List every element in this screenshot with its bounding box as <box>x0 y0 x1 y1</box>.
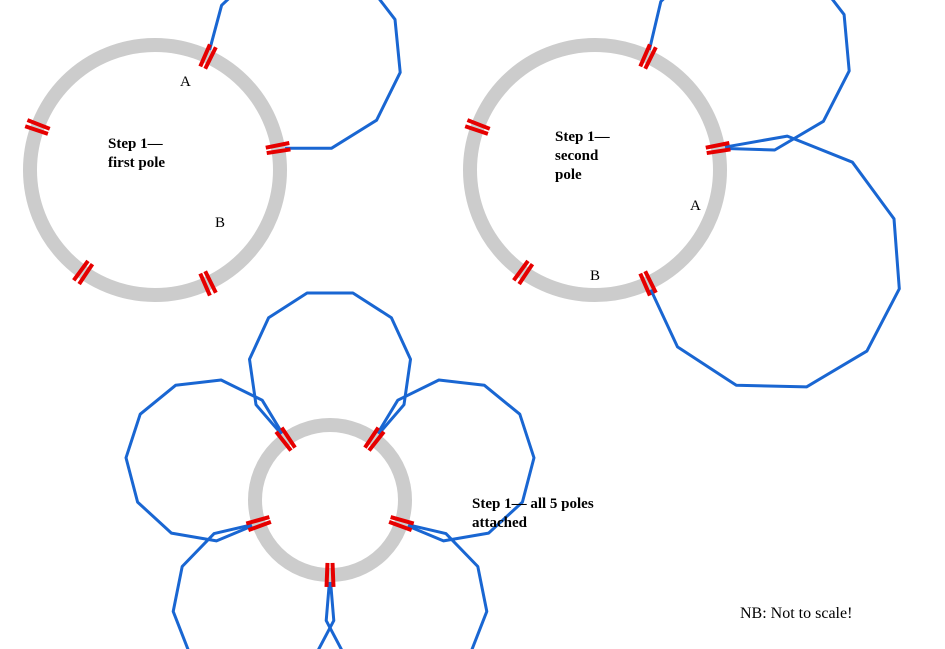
caption-d3: Step 1— all 5 poles attached <box>472 495 594 533</box>
letter-d1-1: B <box>215 215 225 232</box>
footnote: NB: Not to scale! <box>740 605 852 623</box>
letter-d1-0: A <box>180 74 191 91</box>
caption-d2: Step 1— second pole <box>555 128 610 184</box>
letter-d2-0: A <box>690 198 701 215</box>
letter-d2-1: B <box>590 268 600 285</box>
caption-d1: Step 1— first pole <box>108 135 165 173</box>
diagram-canvas <box>0 0 945 649</box>
